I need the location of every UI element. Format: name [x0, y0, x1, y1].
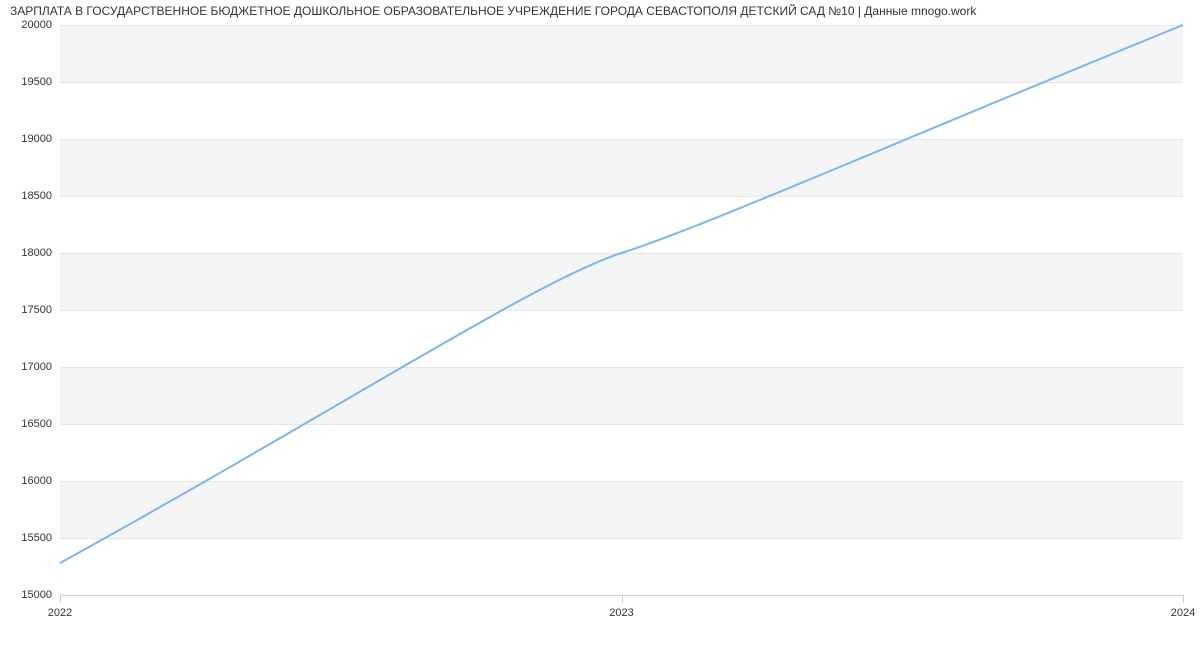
plot-area: [60, 25, 1183, 595]
chart-title: ЗАРПЛАТА В ГОСУДАРСТВЕННОЕ БЮДЖЕТНОЕ ДОШ…: [10, 4, 976, 18]
y-tick-label: 17000: [0, 361, 52, 373]
x-tick-label: 2024: [1171, 607, 1195, 619]
series-line-salary: [60, 25, 1183, 563]
x-tick-label: 2022: [48, 607, 72, 619]
y-tick-label: 15500: [0, 532, 52, 544]
y-tick-label: 20000: [0, 19, 52, 31]
y-tick-label: 16500: [0, 418, 52, 430]
x-tick: [60, 595, 61, 603]
series-layer: [60, 25, 1183, 595]
chart-container: ЗАРПЛАТА В ГОСУДАРСТВЕННОЕ БЮДЖЕТНОЕ ДОШ…: [0, 0, 1200, 650]
y-tick-label: 18000: [0, 247, 52, 259]
y-tick-label: 17500: [0, 304, 52, 316]
y-tick-label: 16000: [0, 475, 52, 487]
x-tick: [622, 595, 623, 603]
y-tick-label: 15000: [0, 589, 52, 601]
y-tick-label: 19500: [0, 76, 52, 88]
x-tick-label: 2023: [609, 607, 633, 619]
y-tick-label: 19000: [0, 133, 52, 145]
x-tick: [1183, 595, 1184, 603]
y-tick-label: 18500: [0, 190, 52, 202]
